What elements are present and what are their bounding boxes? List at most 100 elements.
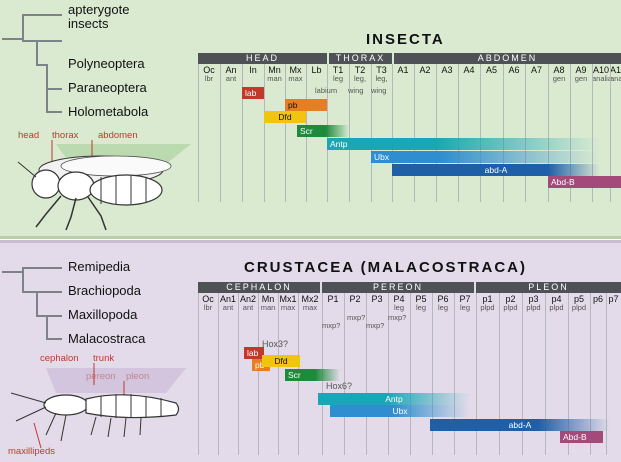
segment-name: P7 [459,294,471,304]
segment-divider [545,293,546,455]
hox-domain-lab: lab [242,87,264,99]
taxon-label: Paraneoptera [68,80,147,95]
segment-divider [264,64,265,202]
segment-divider [503,64,504,202]
tree-branch [2,38,22,40]
tree-branch [36,291,38,315]
hox-domain-ubx: Ubx [330,405,470,417]
hox-note: Hox6? [326,381,353,391]
hox-domain-antp: Antp [318,393,470,405]
segment-column: Oc lbr [198,294,218,312]
segment-column: Oc lbr [198,65,220,83]
tree-branch [22,40,36,42]
segment-column: Mx max [285,65,306,83]
segment-name: A11 [610,65,621,75]
segment-column: A4 [458,65,480,75]
taxon-label: Polyneoptera [68,56,145,71]
crustacea-title: CRUSTACEA (MALACOSTRACA) [244,259,527,276]
thorax-label: thorax [52,130,79,141]
segment-appendage: plpd [571,303,587,312]
segment-appendage: ant [222,303,234,312]
segment-divider [458,64,459,202]
segment-name: Mn [261,294,275,304]
segment-column: A9 gen [570,65,592,83]
taxon-label: Malacostraca [68,331,146,346]
taxon-label: apterygote [68,2,130,17]
segment-column: p3 plpd [522,294,545,312]
segment-column: An2 ant [238,294,258,312]
segment-name: A9 [575,65,587,75]
tree-branch [46,88,62,90]
section-bar-pereon: PEREON [322,282,474,293]
segment-column: Mx1 max [278,294,298,312]
segment-appendage: max [302,303,318,312]
segment-divider [410,293,411,455]
hox-domain-scr: Scr [297,125,349,137]
segment-name: Mx2 [301,294,319,304]
segment-divider [242,64,243,202]
segment-divider [349,64,350,202]
segment-column: In [242,65,264,75]
segment-appendage: analia [592,74,613,83]
segment-name: T2 [354,65,366,75]
segment-column: p6 [590,294,606,304]
segment-column: Mn man [258,294,278,312]
segment-name: A6 [508,65,520,75]
segment-name: A5 [485,65,497,75]
segment-column: A8 gen [548,65,570,83]
taxon-label: Remipedia [68,259,131,274]
segment-name: P6 [437,294,449,304]
segment-divider [610,64,611,202]
hox-note: Hox3? [262,339,289,349]
segment-appendage: wing [371,86,387,95]
segment-column: P7 leg [454,294,476,312]
segment-column: P3 [366,294,388,304]
hox-domain-abda: abd-A [430,419,610,431]
tree-branch [22,14,24,40]
segment-appendage: labium [315,86,338,95]
segment-divider [568,293,569,455]
segment-column: T2 leg, [349,65,371,83]
hox-domain-abdb: Abd-B [560,431,603,443]
segment-appendage: man [260,303,276,312]
segment-column: p2 plpd [499,294,522,312]
segment-column: A2 [414,65,436,75]
segment-appendage: mxp? [322,321,341,330]
segment-divider [392,64,393,202]
segment-name: A4 [463,65,475,75]
segment-name: p2 [505,294,516,304]
segment-column: An1 ant [218,294,238,312]
taxon-label: Brachiopoda [68,283,141,298]
segment-divider [499,293,500,455]
segment-column: Mn man [264,65,285,83]
segment-divider [278,293,279,455]
segment-divider [522,293,523,455]
segment-column: p5 plpd [568,294,590,312]
segment-appendage: lbr [204,74,214,83]
segment-column: P5 leg [410,294,432,312]
hox-domain-scr: Scr [285,369,340,381]
segment-appendage: man [267,74,282,83]
tree-branch [46,315,48,339]
segment-appendage: leg, [375,74,388,83]
segment-divider [218,293,219,455]
segment-column: T1 leg [327,65,349,83]
segment-name: P2 [349,294,361,304]
tree-branch [36,64,46,66]
segment-divider [525,64,526,202]
segment-column: Lb [306,65,327,75]
hox-domain-ubx: Ubx [371,151,600,163]
segment-column: A5 [480,65,503,75]
segment-appendage: plpd [549,303,564,312]
segment-name: Lb [311,65,322,75]
segment-appendage: mxp? [347,313,366,322]
segment-name: p1 [482,294,493,304]
segment-column: P4 leg [388,294,410,312]
segment-name: A8 [553,65,565,75]
section-bar-abdomen: ABDOMEN [394,53,621,64]
segment-column: A7 [525,65,548,75]
segment-divider [476,293,477,455]
crustacean-illustration [10,363,186,449]
segment-name: Oc [203,65,215,75]
tree-branch [2,271,22,273]
